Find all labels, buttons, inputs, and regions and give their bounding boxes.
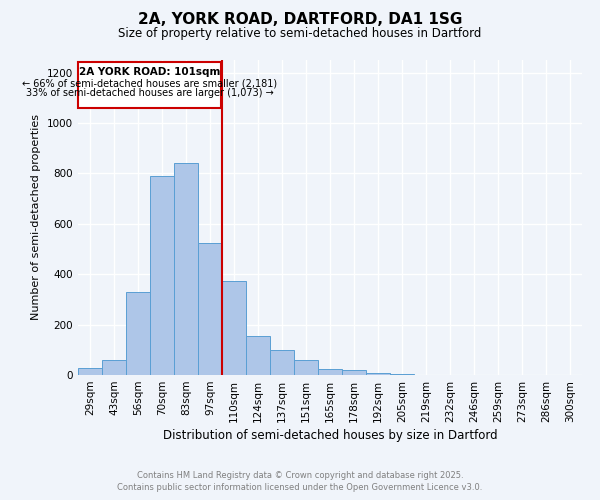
Text: Contains HM Land Registry data © Crown copyright and database right 2025.
Contai: Contains HM Land Registry data © Crown c…: [118, 471, 482, 492]
Text: 33% of semi-detached houses are larger (1,073) →: 33% of semi-detached houses are larger (…: [26, 88, 274, 99]
Bar: [366, 373, 390, 375]
Bar: [102, 360, 126, 375]
Text: 2A, YORK ROAD, DARTFORD, DA1 1SG: 2A, YORK ROAD, DARTFORD, DA1 1SG: [138, 12, 462, 28]
FancyBboxPatch shape: [79, 62, 221, 108]
Bar: [270, 350, 294, 375]
Bar: [150, 176, 174, 375]
Y-axis label: Number of semi-detached properties: Number of semi-detached properties: [31, 114, 41, 320]
Bar: [390, 374, 414, 375]
Bar: [222, 280, 246, 375]
Bar: [318, 368, 342, 375]
Bar: [294, 360, 318, 375]
Bar: [342, 370, 366, 375]
Text: Size of property relative to semi-detached houses in Dartford: Size of property relative to semi-detach…: [118, 28, 482, 40]
Bar: [246, 336, 270, 375]
Text: 2A YORK ROAD: 101sqm: 2A YORK ROAD: 101sqm: [79, 66, 220, 76]
Text: ← 66% of semi-detached houses are smaller (2,181): ← 66% of semi-detached houses are smalle…: [22, 78, 277, 88]
Bar: [126, 292, 150, 375]
X-axis label: Distribution of semi-detached houses by size in Dartford: Distribution of semi-detached houses by …: [163, 429, 497, 442]
Bar: [174, 164, 198, 375]
Bar: [78, 368, 102, 375]
Bar: [198, 242, 222, 375]
